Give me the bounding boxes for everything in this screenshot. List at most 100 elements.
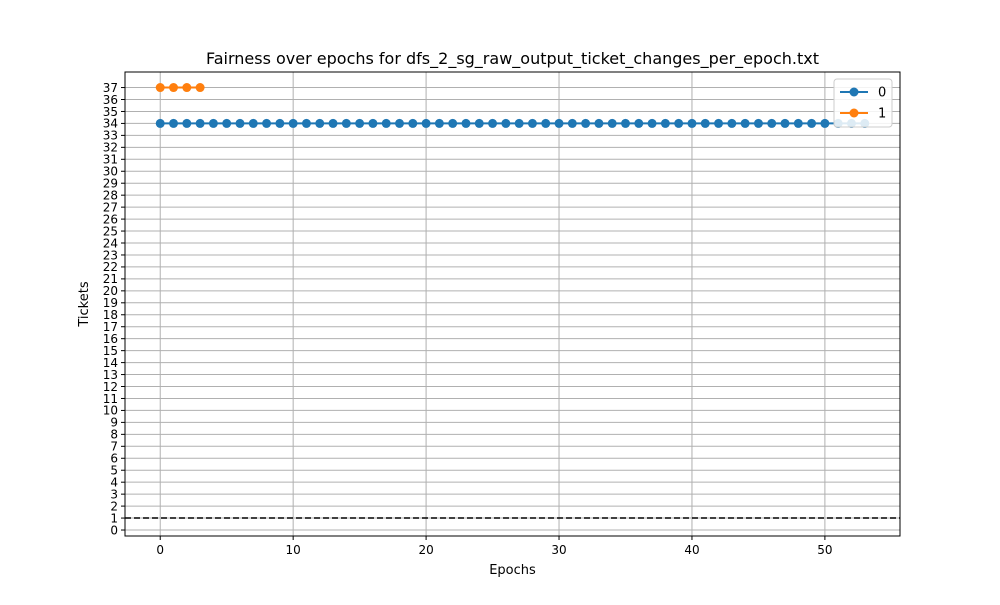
legend-label: 0 bbox=[878, 86, 886, 101]
data-point bbox=[488, 118, 498, 128]
y-tick-label: 32 bbox=[103, 141, 118, 155]
y-tick-label: 25 bbox=[103, 224, 118, 238]
legend-item-1: 1 bbox=[840, 107, 886, 122]
x-tick-label: 40 bbox=[684, 543, 699, 557]
y-tick-label: 31 bbox=[103, 153, 118, 167]
y-tick-label: 6 bbox=[110, 452, 118, 466]
data-point bbox=[248, 118, 258, 128]
data-point bbox=[434, 118, 444, 128]
data-point bbox=[474, 118, 484, 128]
y-tick-label: 24 bbox=[103, 236, 118, 250]
grid-lines bbox=[125, 72, 900, 536]
legend-marker bbox=[849, 87, 859, 97]
data-point bbox=[448, 118, 458, 128]
data-point bbox=[275, 118, 285, 128]
data-point bbox=[567, 118, 577, 128]
x-tick-label: 50 bbox=[817, 543, 832, 557]
y-tick-label: 20 bbox=[103, 284, 118, 298]
data-point bbox=[155, 118, 165, 128]
y-tick-label: 33 bbox=[103, 129, 118, 143]
data-point bbox=[660, 118, 670, 128]
y-tick-label: 3 bbox=[110, 487, 118, 501]
data-point bbox=[381, 118, 391, 128]
y-tick-label: 10 bbox=[103, 404, 118, 418]
y-tick-label: 5 bbox=[110, 464, 118, 478]
data-point bbox=[368, 118, 378, 128]
x-tick-label: 20 bbox=[418, 543, 433, 557]
y-tick-label: 9 bbox=[110, 416, 118, 430]
y-tick-label: 19 bbox=[103, 296, 118, 310]
y-tick-label: 23 bbox=[103, 248, 118, 262]
y-tick-label: 17 bbox=[103, 320, 118, 334]
data-point bbox=[634, 118, 644, 128]
y-tick-label: 8 bbox=[110, 428, 118, 442]
data-point bbox=[767, 118, 777, 128]
legend: 01 bbox=[833, 78, 893, 128]
y-tick-label: 12 bbox=[103, 380, 118, 394]
data-point bbox=[182, 83, 192, 93]
y-tick-label: 11 bbox=[103, 392, 118, 406]
data-point bbox=[620, 118, 630, 128]
data-point bbox=[169, 118, 179, 128]
data-point bbox=[182, 118, 192, 128]
data-point bbox=[647, 118, 657, 128]
data-point bbox=[554, 118, 564, 128]
y-tick-label: 27 bbox=[103, 200, 118, 214]
data-point bbox=[594, 118, 604, 128]
legend-item-0: 0 bbox=[840, 86, 886, 101]
data-point bbox=[527, 118, 537, 128]
y-tick-label: 36 bbox=[103, 93, 118, 107]
data-point bbox=[581, 118, 591, 128]
data-point bbox=[421, 118, 431, 128]
data-point bbox=[155, 83, 165, 93]
data-point bbox=[674, 118, 684, 128]
data-point bbox=[315, 118, 325, 128]
x-tick-label: 30 bbox=[551, 543, 566, 557]
data-point bbox=[235, 118, 245, 128]
data-point bbox=[262, 118, 272, 128]
y-tick-label: 16 bbox=[103, 332, 118, 346]
data-point bbox=[195, 118, 205, 128]
y-tick-label: 28 bbox=[103, 188, 118, 202]
chart-title: Fairness over epochs for dfs_2_sg_raw_ou… bbox=[206, 49, 819, 69]
y-tick-label: 2 bbox=[110, 499, 118, 513]
y-tick-label: 34 bbox=[103, 117, 118, 131]
y-tick-label: 4 bbox=[110, 475, 118, 489]
y-tick-label: 13 bbox=[103, 368, 118, 382]
data-point bbox=[514, 118, 524, 128]
y-tick-label: 30 bbox=[103, 165, 118, 179]
legend-label: 1 bbox=[878, 107, 886, 122]
data-point bbox=[408, 118, 418, 128]
data-point bbox=[700, 118, 710, 128]
data-point bbox=[222, 118, 232, 128]
data-point bbox=[328, 118, 338, 128]
data-point bbox=[740, 118, 750, 128]
data-point bbox=[461, 118, 471, 128]
legend-marker bbox=[849, 108, 859, 118]
y-axis-label: Tickets bbox=[77, 281, 92, 327]
data-point bbox=[288, 118, 298, 128]
y-tick-label: 21 bbox=[103, 272, 118, 286]
y-tick-label: 26 bbox=[103, 212, 118, 226]
data-point bbox=[820, 118, 830, 128]
data-point bbox=[541, 118, 551, 128]
x-tick-label: 10 bbox=[286, 543, 301, 557]
series-1 bbox=[155, 83, 205, 93]
y-tick-label: 37 bbox=[103, 81, 118, 95]
y-tick-label: 35 bbox=[103, 105, 118, 119]
data-point bbox=[753, 118, 763, 128]
data-point bbox=[208, 118, 218, 128]
y-tick-label: 22 bbox=[103, 260, 118, 274]
data-point bbox=[341, 118, 351, 128]
y-tick-label: 0 bbox=[110, 523, 118, 537]
y-tick-label: 29 bbox=[103, 177, 118, 191]
data-point bbox=[807, 118, 817, 128]
plot-frame bbox=[124, 71, 901, 537]
data-point bbox=[169, 83, 179, 93]
x-tick-label: 0 bbox=[156, 543, 164, 557]
data-point bbox=[395, 118, 405, 128]
data-point bbox=[607, 118, 617, 128]
data-point bbox=[714, 118, 724, 128]
